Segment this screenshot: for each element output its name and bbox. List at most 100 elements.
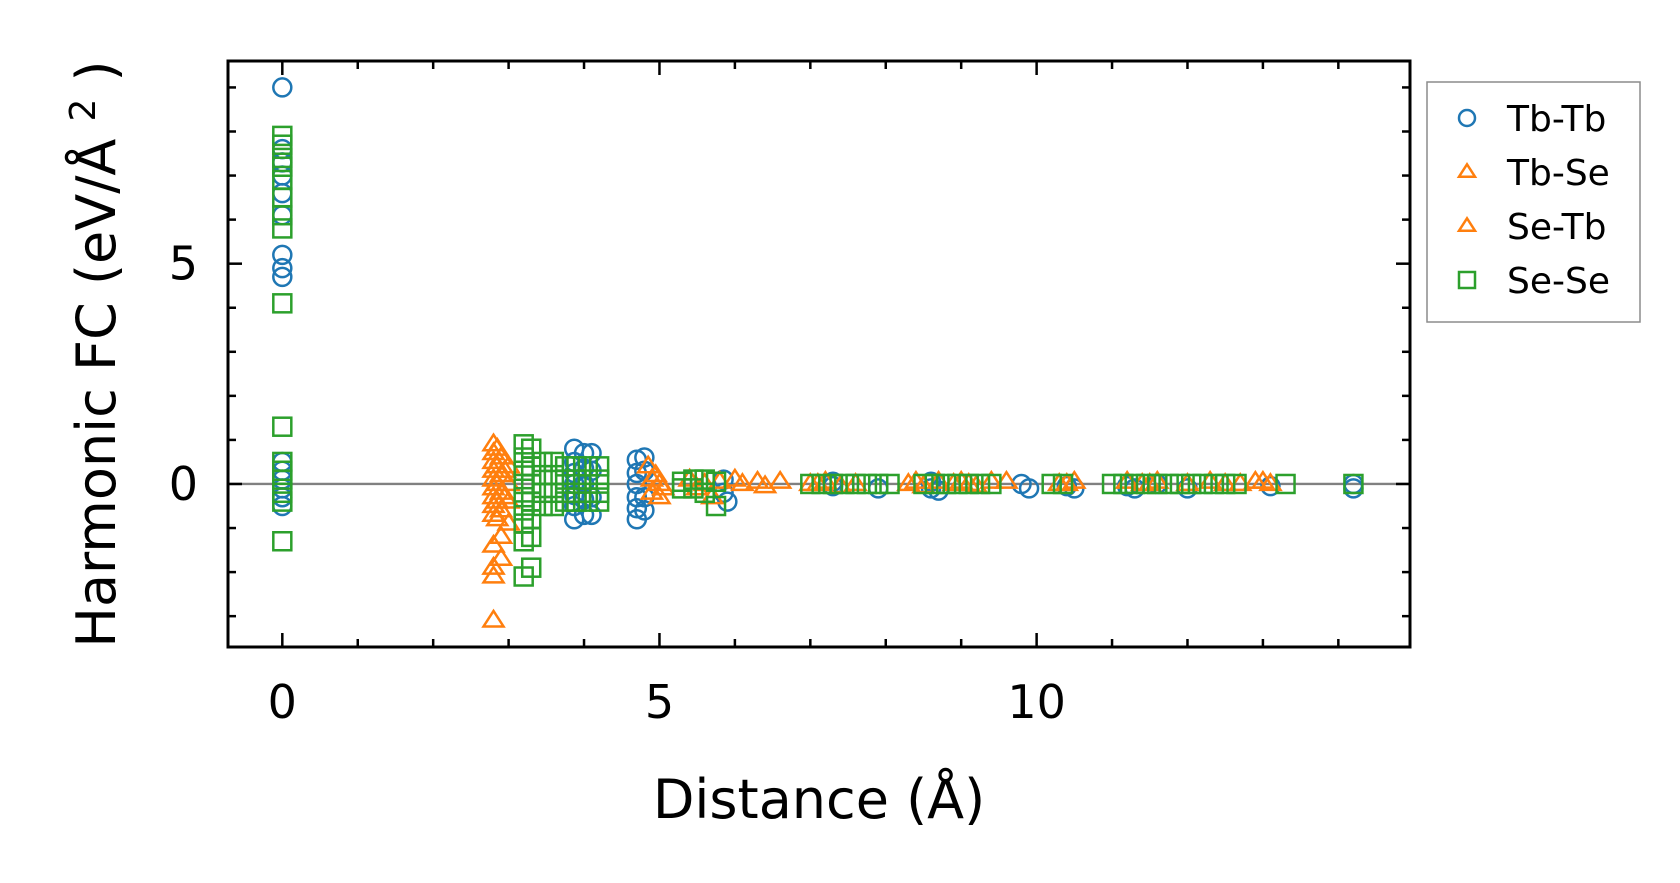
data-points-layer — [272, 77, 1364, 628]
data-point-se-se-39 — [543, 495, 565, 517]
data-point-se-se-35 — [532, 495, 553, 517]
data-point-se-se-60 — [694, 469, 715, 490]
data-point-tb-tb-43 — [717, 491, 738, 512]
plot-background — [228, 61, 1410, 647]
y-axis-label-superscript: 2 — [63, 99, 104, 122]
data-point-se-se-76 — [958, 473, 979, 495]
data-point-se-se-92 — [1226, 473, 1247, 495]
data-point-se-se-86 — [1158, 473, 1179, 495]
data-point-se-se-89 — [1192, 473, 1213, 495]
legend: Tb-Tb Tb-Se Se-Tb Se-Se — [1426, 81, 1641, 323]
data-point-tb-tb-8 — [272, 266, 293, 288]
data-point-tb-se-31 — [699, 485, 725, 505]
legend-label-se-se: Se-Se — [1507, 261, 1610, 302]
plot-area — [228, 61, 1410, 647]
data-point-tb-tb-51 — [1018, 478, 1040, 499]
data-point-se-se-34 — [532, 482, 553, 504]
legend-marker-se-tb — [1456, 216, 1478, 232]
data-point-se-se-68 — [845, 473, 866, 495]
legend-marker-tb-tb — [1457, 108, 1477, 128]
data-point-se-se-84 — [1135, 473, 1157, 495]
data-point-se-se-79 — [1041, 473, 1062, 495]
data-point-se-se-55 — [588, 491, 610, 512]
y-tick-label-5: 5 — [169, 237, 198, 291]
data-point-se-tb-7 — [643, 463, 668, 483]
data-point-se-se-75 — [947, 473, 968, 495]
data-point-tb-se-18 — [488, 546, 514, 567]
legend-box — [1426, 81, 1641, 323]
y-tick-label-0: 0 — [169, 457, 198, 511]
data-point-se-se-45 — [566, 469, 587, 490]
data-point-se-se-90 — [1203, 473, 1225, 495]
data-point-se-se-91 — [1214, 473, 1236, 495]
data-point-se-se-67 — [834, 473, 855, 495]
data-point-se-se-82 — [1113, 473, 1134, 495]
data-point-tb-se-34 — [730, 472, 755, 492]
data-point-tb-se-41 — [843, 472, 868, 492]
data-point-se-se-88 — [1181, 473, 1202, 495]
data-point-tb-tb-37 — [634, 447, 655, 468]
legend-label-tb-se: Tb-Se — [1506, 153, 1610, 194]
x-tick-label-10: 10 — [1007, 675, 1066, 729]
data-point-se-se-15 — [272, 531, 293, 552]
axes-layer — [226, 59, 1412, 649]
data-point-se-se-16 — [513, 434, 534, 455]
x-tick-label-0: 0 — [268, 675, 297, 729]
data-point-se-se-94 — [1343, 473, 1364, 495]
data-point-se-tb-6 — [492, 485, 518, 505]
data-point-tb-se-12 — [481, 608, 506, 628]
data-point-se-se-14 — [272, 491, 293, 512]
data-point-se-se-52 — [588, 456, 610, 477]
data-point-se-se-53 — [588, 469, 610, 490]
data-point-se-se-1 — [272, 134, 293, 155]
data-point-se-se-3 — [272, 156, 293, 177]
data-point-se-se-93 — [1275, 473, 1296, 495]
data-point-se-tb-11 — [956, 472, 982, 492]
data-point-se-se-9 — [272, 416, 293, 437]
y-axis-label-main: Harmonic FC (eV/Å — [64, 139, 128, 648]
data-point-se-se-61 — [694, 482, 715, 504]
data-point-se-se-8 — [272, 293, 293, 314]
data-point-se-se-44 — [566, 456, 587, 477]
data-point-se-se-66 — [822, 473, 844, 495]
data-point-se-se-74 — [935, 473, 957, 495]
legend-entry-se-se: Se-Se — [1457, 261, 1610, 302]
data-point-se-se-40 — [554, 456, 576, 477]
data-point-tb-tb-26 — [573, 504, 595, 526]
data-point-tb-se-36 — [752, 474, 778, 494]
data-point-se-se-64 — [800, 473, 821, 495]
legend-label-tb-tb: Tb-Tb — [1506, 99, 1606, 140]
data-point-se-se-83 — [1124, 473, 1145, 495]
labels-layer: Distance (Å) Harmonic FC (eV/Å 2 ) — [63, 60, 986, 831]
data-point-tb-tb-6 — [272, 244, 293, 266]
legend-label-se-tb: Se-Tb — [1507, 207, 1607, 248]
data-point-se-se-36 — [543, 451, 565, 473]
data-point-se-se-69 — [856, 473, 878, 495]
data-point-tb-se-48 — [979, 469, 1004, 489]
data-point-se-se-30 — [520, 526, 542, 548]
data-point-se-se-71 — [879, 473, 900, 495]
data-point-se-se-65 — [811, 473, 832, 495]
data-point-se-se-49 — [577, 469, 599, 490]
legend-entry-tb-tb: Tb-Tb — [1457, 99, 1606, 140]
data-point-tb-se-11 — [481, 564, 506, 584]
data-point-se-se-23 — [513, 531, 534, 552]
data-point-se-se-73 — [924, 473, 946, 495]
data-point-se-tb-8 — [650, 476, 676, 496]
data-point-se-se-62 — [705, 471, 727, 493]
data-point-se-se-80 — [1052, 473, 1074, 495]
data-point-se-se-81 — [1101, 473, 1123, 495]
data-point-tb-tb-7 — [272, 257, 293, 279]
data-point-se-se-12 — [272, 469, 293, 490]
data-point-tb-se-23 — [635, 454, 661, 474]
data-point-se-se-77 — [969, 473, 991, 495]
data-point-tb-tb-22 — [573, 442, 595, 464]
data-point-se-se-78 — [981, 473, 1002, 495]
x-tick-label-5: 5 — [645, 675, 674, 729]
data-point-se-se-6 — [272, 204, 293, 226]
data-point-se-se-63 — [705, 495, 727, 517]
legend-marker-tb-se — [1456, 162, 1478, 178]
data-point-tb-tb-0 — [272, 77, 293, 98]
data-point-se-se-31 — [520, 557, 542, 578]
